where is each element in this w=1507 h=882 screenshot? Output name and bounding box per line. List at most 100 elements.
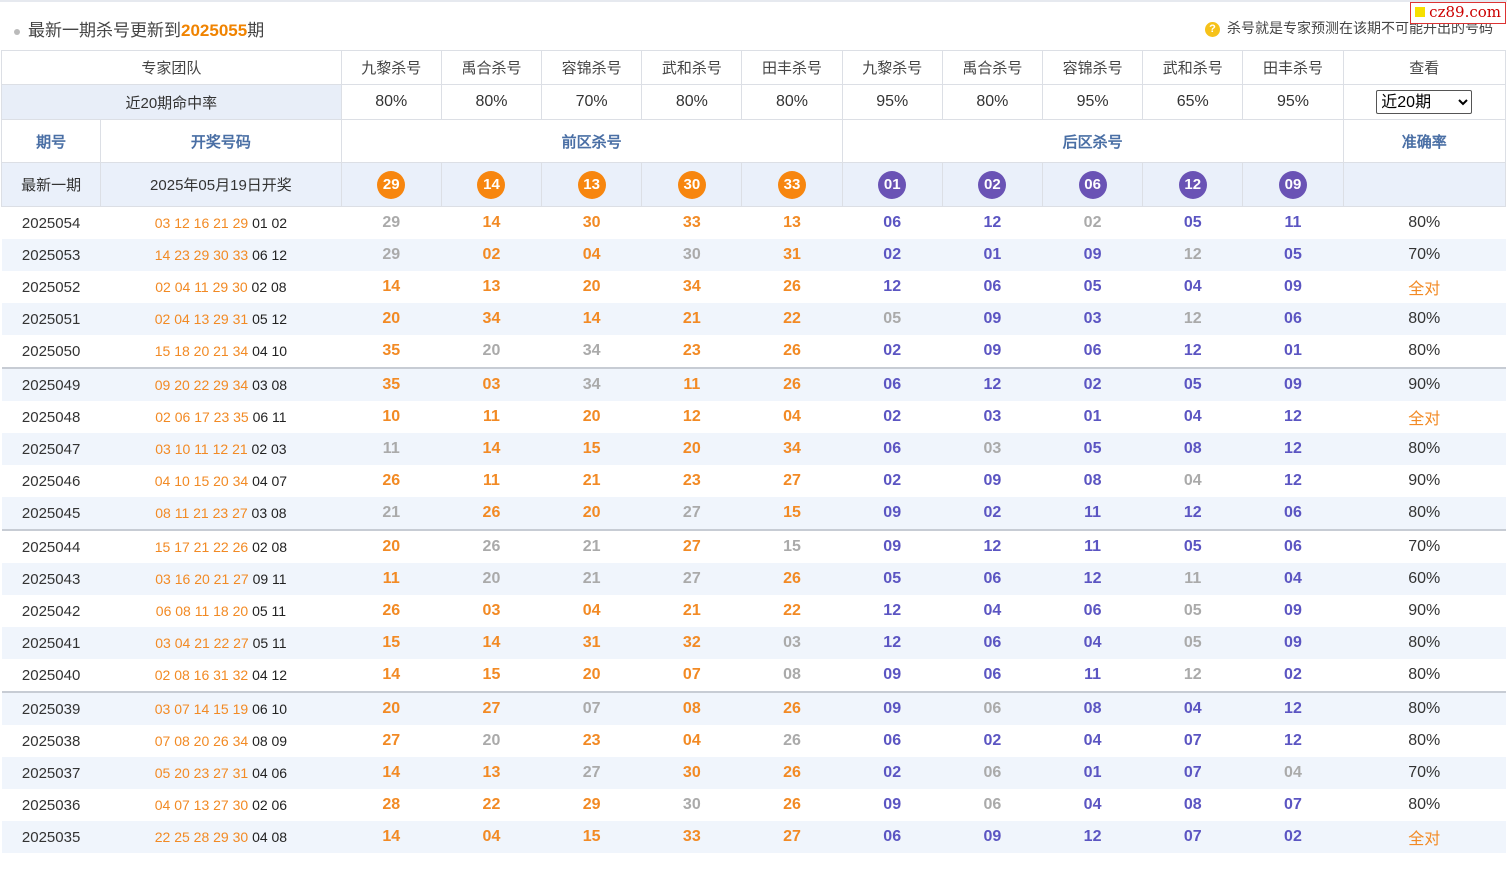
front-kill-number: 14 <box>341 757 442 789</box>
back-draw-numbers: 03 08 <box>251 505 287 521</box>
back-kill-number: 05 <box>1242 239 1344 271</box>
back-kill-number: 12 <box>1183 342 1202 359</box>
back-kill-number: 12 <box>1242 433 1344 465</box>
issue-cell: 2025053 <box>1 239 101 271</box>
latest-back-cell: 01 <box>841 162 943 207</box>
expert-name: 田丰杀号 <box>741 50 843 85</box>
front-kill-number: 30 <box>582 214 601 231</box>
latest-back-cell: 02 <box>941 162 1043 207</box>
front-kill-number: 20 <box>582 408 601 425</box>
front-kill-number: 22 <box>783 602 801 619</box>
issue-cell: 2025039 <box>1 691 101 725</box>
issue-cell: 2025036 <box>21 796 81 814</box>
draw-numbers-cell: 02 04 11 29 30 02 08 <box>101 271 341 303</box>
front-kill-number: 26 <box>783 732 801 749</box>
front-draw-numbers: 14 23 29 30 33 <box>154 247 249 263</box>
expert-name: 武和杀号 <box>641 50 743 85</box>
front-ball: 29 <box>377 170 406 199</box>
back-kill-number: 06 <box>1083 602 1102 619</box>
back-kill-number: 04 <box>1083 796 1102 813</box>
hit-rate: 80% <box>641 84 743 120</box>
front-kill-number: 11 <box>341 563 442 595</box>
front-kill-number: 35 <box>341 367 442 401</box>
expert-name: 武和杀号 <box>1142 50 1244 85</box>
front-kill-number: 23 <box>582 732 601 749</box>
front-draw-numbers: 03 07 14 15 19 <box>154 701 249 717</box>
accuracy-cell: 80% <box>1408 342 1441 359</box>
front-kill-number: 12 <box>682 408 701 425</box>
back-kill-number: 12 <box>883 602 902 619</box>
back-kill-number: 04 <box>1242 757 1344 789</box>
front-kill-number: 33 <box>641 821 742 853</box>
site-logo[interactable]: cz89.com <box>1410 2 1506 24</box>
front-kill-number: 31 <box>541 627 642 659</box>
front-kill-number: 23 <box>682 472 701 489</box>
front-kill-number: 20 <box>541 497 642 530</box>
issue-cell: 2025054 <box>21 214 81 232</box>
back-kill-number: 06 <box>942 627 1043 659</box>
front-kill-number: 34 <box>582 342 601 359</box>
kill-number-table: 专家团队 九黎杀号 禹合杀号 容锦杀号 武和杀号 田丰杀号 九黎杀号 禹合杀号 … <box>0 50 1507 853</box>
period-select[interactable]: 近20期 <box>1376 90 1473 114</box>
back-kill-number: 01 <box>942 239 1043 271</box>
expert-header-row: 专家团队 九黎杀号 禹合杀号 容锦杀号 武和杀号 田丰杀号 九黎杀号 禹合杀号 … <box>1 50 1507 85</box>
back-kill-number: 09 <box>983 472 1002 489</box>
back-draw-numbers: 02 03 <box>251 441 287 457</box>
front-kill-number: 30 <box>641 239 742 271</box>
tip-text: ? 杀号就是专家预测在该期不可能开出的号码 <box>1205 18 1493 38</box>
front-kill-number: 29 <box>582 796 601 813</box>
front-draw-numbers: 05 20 23 27 31 <box>154 765 249 781</box>
top-bar: 最新一期杀号更新到2025055期 ? 杀号就是专家预测在该期不可能开出的号码 c… <box>0 0 1507 52</box>
front-kill-number: 08 <box>641 691 742 725</box>
draw-numbers-cell: 04 07 13 27 30 02 06 <box>101 789 341 821</box>
bullet-icon <box>14 28 20 35</box>
back-kill-number: 05 <box>1142 627 1243 659</box>
back-draw-numbers: 01 02 <box>252 215 288 231</box>
hit-rate: 80% <box>741 84 843 120</box>
back-ball: 09 <box>1278 170 1307 199</box>
back-kill-number: 03 <box>942 433 1043 465</box>
front-kill-number: 04 <box>441 821 542 853</box>
front-kill-number: 26 <box>441 497 542 530</box>
accuracy-cell: 全对 <box>1343 821 1506 853</box>
tip-label: 杀号就是专家预测在该期不可能开出的号码 <box>1227 20 1493 36</box>
back-draw-numbers: 05 11 <box>252 603 287 619</box>
back-kill-number: 07 <box>1142 821 1243 853</box>
front-draw-numbers: 03 12 16 21 29 <box>154 215 249 231</box>
front-kill-number: 34 <box>441 303 542 335</box>
front-draw-numbers: 04 07 13 27 30 <box>154 797 249 813</box>
back-kill-number: 02 <box>942 497 1043 530</box>
accuracy-cell: 80% <box>1408 214 1441 231</box>
table-row: 2025040 02 08 16 31 32 04 12 14 15 20 07 08 09 0… <box>2 659 1506 692</box>
issue-column-header: 期号 <box>0 119 102 163</box>
back-kill-number: 02 <box>883 408 902 425</box>
front-kill-number: 20 <box>482 732 501 749</box>
draw-numbers-cell: 06 08 11 18 20 05 11 <box>101 595 341 627</box>
front-column-header: 前区杀号 <box>340 119 843 163</box>
front-draw-numbers: 02 04 11 29 30 <box>155 279 248 295</box>
table-row: 2025052 02 04 11 29 30 02 08 14 13 20 34 26 12 0… <box>2 271 1506 303</box>
expert-name: 田丰杀号 <box>1242 50 1344 85</box>
accuracy-cell: 90% <box>1343 367 1506 401</box>
front-kill-number: 02 <box>441 239 542 271</box>
front-draw-numbers: 03 16 20 21 27 <box>155 571 249 587</box>
back-kill-number: 12 <box>1284 472 1302 489</box>
table-row: 2025047 03 10 11 12 21 02 03 11 14 15 20 34 06 0… <box>1 433 1506 465</box>
issue-cell: 2025044 <box>1 529 101 563</box>
back-kill-number: 02 <box>1284 666 1302 683</box>
table-row: 2025048 02 06 17 23 35 06 11 10 11 20 12 04 02 0… <box>2 401 1506 433</box>
back-draw-numbers: 04 12 <box>252 667 288 683</box>
back-ball: 06 <box>1078 170 1107 199</box>
front-kill-number: 20 <box>582 278 601 295</box>
draw-numbers-cell: 07 08 20 26 34 08 09 <box>101 725 341 757</box>
front-draw-numbers: 07 08 20 26 34 <box>154 733 249 749</box>
back-kill-number: 02 <box>1242 821 1344 853</box>
view-label: 查看 <box>1342 50 1507 85</box>
back-kill-number: 09 <box>1284 278 1302 295</box>
back-kill-number: 03 <box>1042 303 1143 335</box>
back-kill-number: 09 <box>1042 239 1143 271</box>
table-row: 2025039 03 07 14 15 19 06 10 20 27 07 08 26 09 0… <box>1 691 1506 725</box>
back-kill-number: 12 <box>883 278 902 295</box>
table-row: 2025036 04 07 13 27 30 02 06 28 22 29 30 26 09 0… <box>2 789 1506 821</box>
question-icon: ? <box>1205 22 1220 37</box>
